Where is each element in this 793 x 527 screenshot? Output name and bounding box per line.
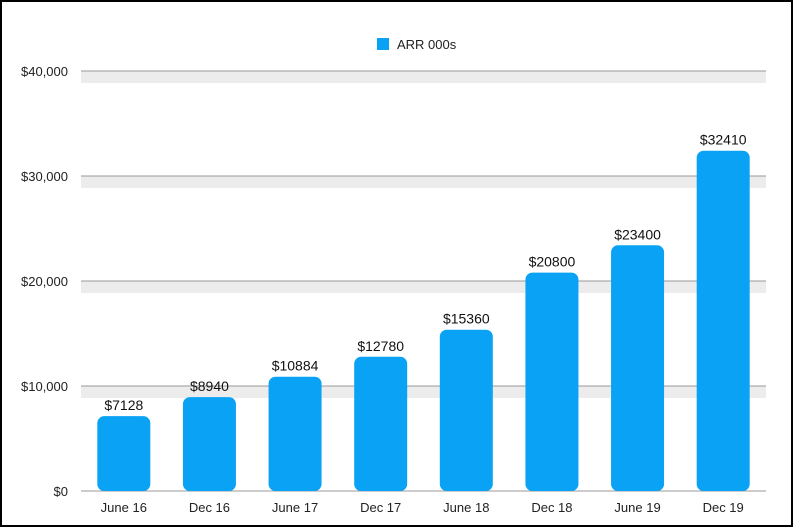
x-tick-label: Dec 17 [360, 500, 401, 515]
data-label: $23400 [614, 226, 661, 242]
grid-band [81, 281, 766, 293]
data-label: $8940 [190, 378, 229, 394]
y-tick-label: $30,000 [21, 169, 68, 184]
y-tick-label: $40,000 [21, 64, 68, 79]
bar [182, 397, 236, 491]
x-tick-label: June 18 [443, 500, 489, 515]
y-tick-label: $10,000 [21, 379, 68, 394]
data-label: $20800 [529, 254, 576, 270]
legend-swatch [377, 38, 389, 50]
bar [354, 356, 408, 491]
x-tick-label: June 19 [614, 500, 660, 515]
bars [97, 150, 750, 491]
bar [97, 416, 151, 491]
bar [525, 272, 579, 491]
bar [611, 245, 665, 491]
data-label: $12780 [357, 338, 404, 354]
x-tick-label: Dec 18 [531, 500, 572, 515]
x-tick-label: Dec 16 [189, 500, 230, 515]
y-axis-ticks: $0 $10,000 $20,000 $30,000 $40,000 [21, 64, 68, 499]
legend: ARR 000s [377, 37, 457, 52]
data-label: $15360 [443, 311, 490, 327]
y-tick-label: $20,000 [21, 274, 68, 289]
y-tick-label: $0 [54, 484, 68, 499]
grid-band [81, 176, 766, 188]
x-tick-label: June 17 [272, 500, 318, 515]
data-label: $10884 [272, 358, 319, 374]
x-axis-ticks: June 16 Dec 16 June 17 Dec 17 June 18 Dec 18 J… [101, 500, 744, 515]
grid-band [81, 71, 766, 83]
bar [696, 150, 750, 491]
bar [439, 329, 493, 491]
data-labels: $7128 $8940 $10884 $12780 $15360 $20800 $23400… [104, 132, 746, 413]
grid-bands [81, 71, 766, 398]
data-label: $32410 [700, 132, 747, 148]
grid-band [81, 386, 766, 398]
legend-label: ARR 000s [397, 37, 457, 52]
bar [268, 376, 322, 491]
data-label: $7128 [104, 397, 143, 413]
x-tick-label: Dec 19 [703, 500, 744, 515]
x-tick-label: June 16 [101, 500, 147, 515]
